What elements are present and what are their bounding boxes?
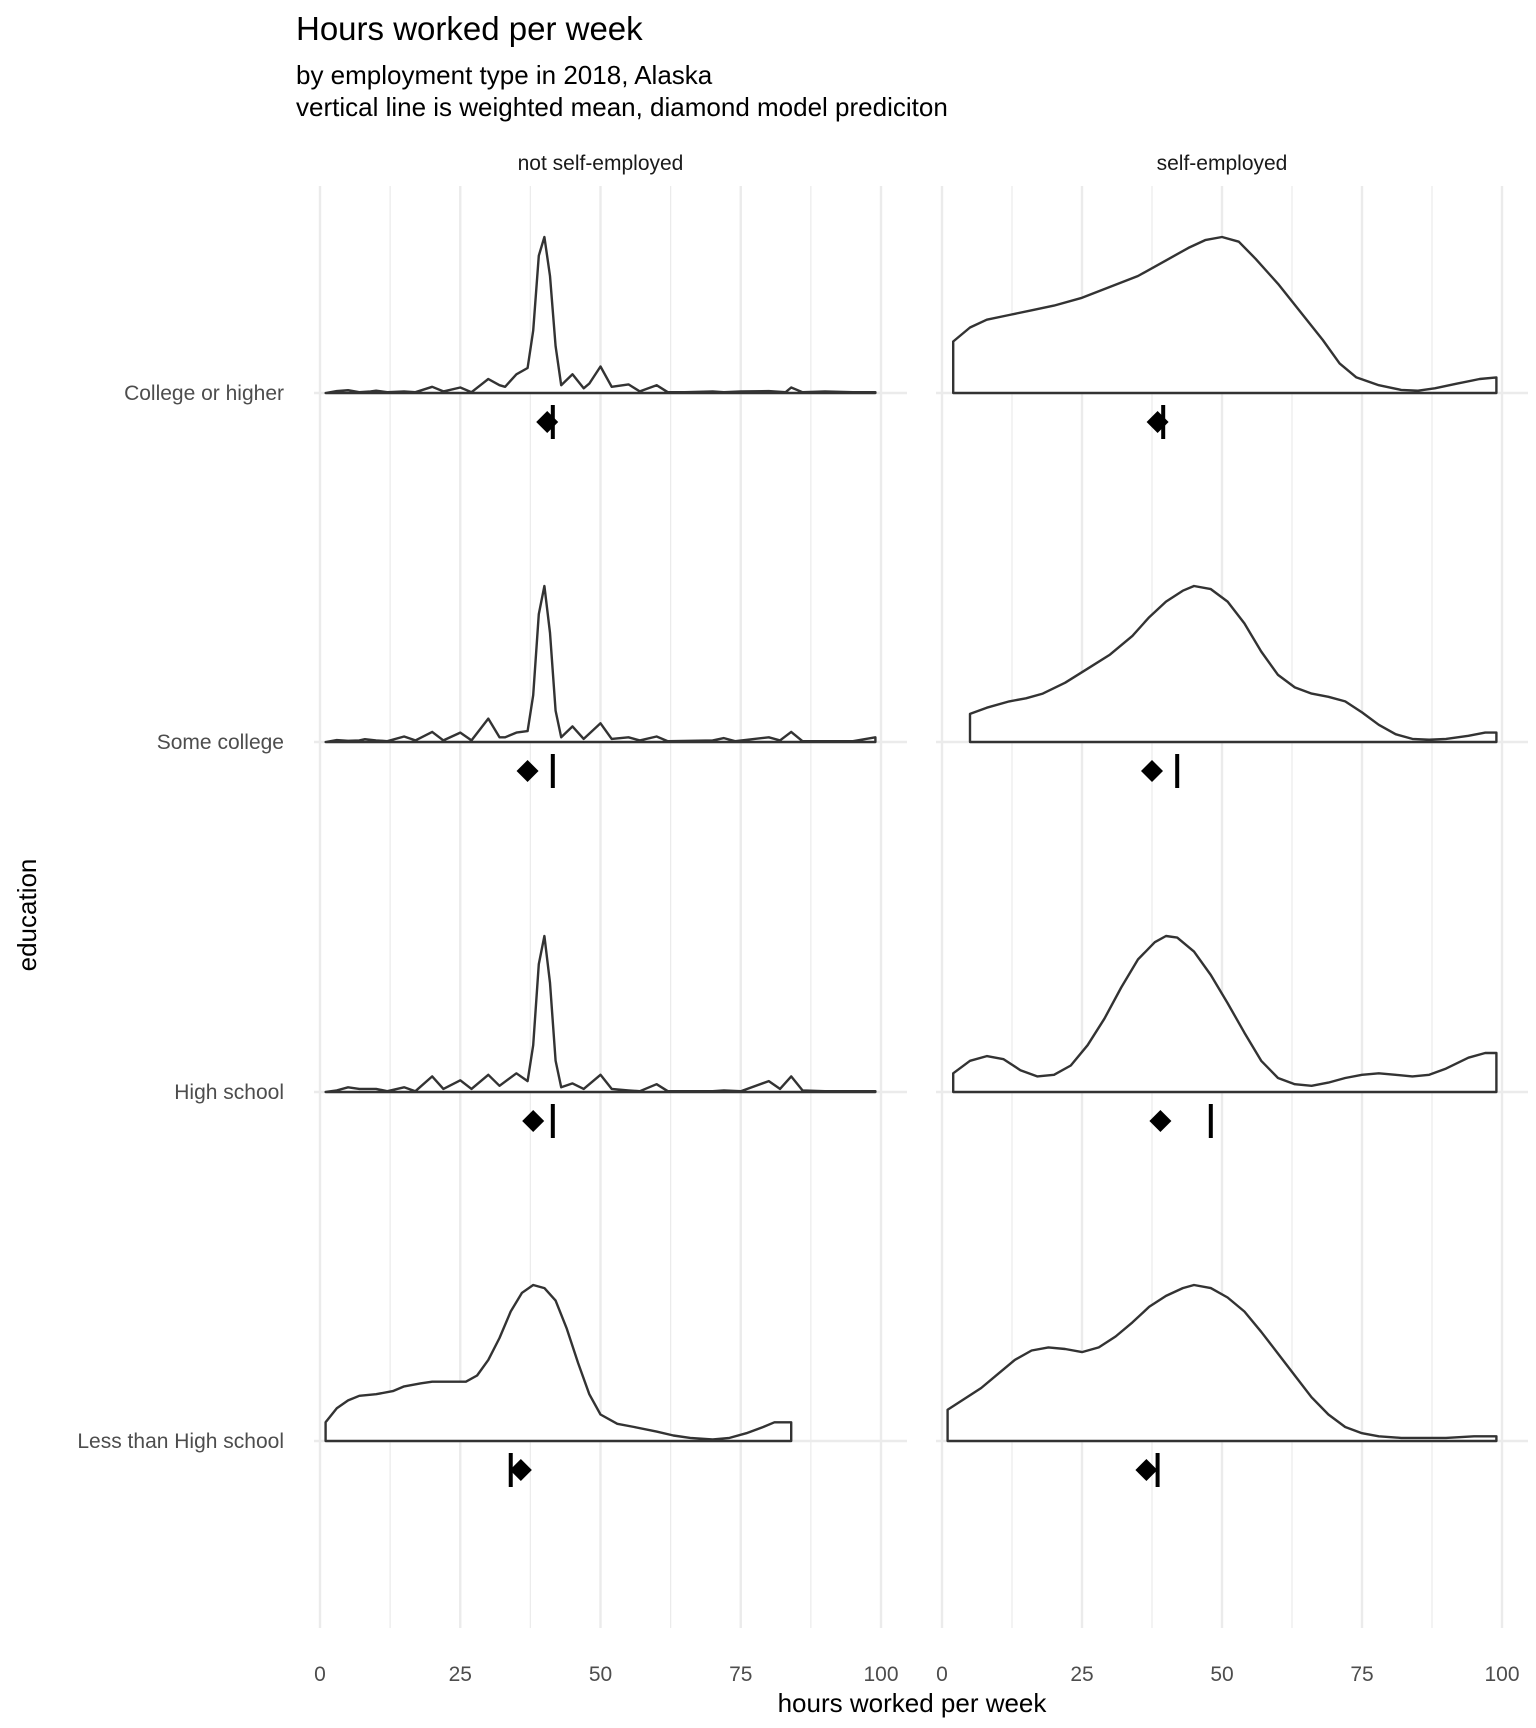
model-prediction-diamond [1135, 1459, 1158, 1481]
y-tick-label-college-or-higher: College or higher [124, 382, 284, 405]
density-ridges [324, 235, 1498, 1443]
density-ridge-not-self-employed-college-or-higher [324, 235, 877, 395]
y-tick-label-less-than-high-school: Less than High school [77, 1430, 284, 1453]
chart-subtitle-line-2: vertical line is weighted mean, diamond … [296, 92, 948, 122]
x-axis-title: hours worked per week [778, 1688, 1048, 1718]
model-prediction-diamond [522, 1110, 545, 1132]
model-prediction-diamond [516, 760, 539, 782]
model-prediction-diamond [1141, 760, 1163, 782]
density-ridge-not-self-employed-some-college [324, 584, 877, 744]
chart-subtitle-line-1: by employment type in 2018, Alaska [296, 60, 713, 90]
density-ridge-not-self-employed-less-than-high-school [324, 1283, 793, 1443]
y-axis-title: education [12, 859, 42, 972]
mean-and-prediction-markers [508, 405, 1213, 1487]
x-tick-label: 100 [1484, 1663, 1519, 1686]
model-prediction-diamond [1146, 411, 1169, 433]
model-prediction-diamond [536, 411, 559, 433]
x-tick-label: 25 [449, 1663, 472, 1686]
density-ridge-self-employed-college-or-higher [952, 235, 1498, 395]
x-tick-label: 50 [1210, 1663, 1233, 1686]
x-tick-label: 25 [1070, 1663, 1093, 1686]
panel-strip-label-self-employed: self-employed [1157, 152, 1288, 175]
model-prediction-diamond [1149, 1110, 1172, 1132]
model-prediction-diamond [509, 1459, 532, 1481]
density-ridge-self-employed-high-school [952, 934, 1498, 1094]
x-tick-label: 0 [936, 1663, 948, 1686]
x-tick-label: 75 [1350, 1663, 1373, 1686]
y-tick-label-high-school: High school [174, 1081, 284, 1104]
density-ridge-not-self-employed-high-school [324, 934, 877, 1094]
x-tick-label: 75 [729, 1663, 752, 1686]
density-ridge-self-employed-less-than-high-school [946, 1283, 1498, 1443]
panel-strip-label-not-self-employed: not self-employed [518, 152, 684, 175]
x-tick-label: 50 [589, 1663, 612, 1686]
x-axis-tick-labels: 0 25 50 75 100 0 25 50 75 100 [314, 1663, 1519, 1686]
chart-title: Hours worked per week [296, 10, 643, 47]
x-tick-label: 0 [314, 1663, 326, 1686]
y-tick-label-some-college: Some college [157, 731, 284, 754]
x-tick-label: 100 [863, 1663, 898, 1686]
density-ridge-self-employed-some-college [968, 584, 1498, 744]
y-axis-tick-labels: College or higher Some college High school… [77, 382, 284, 1453]
